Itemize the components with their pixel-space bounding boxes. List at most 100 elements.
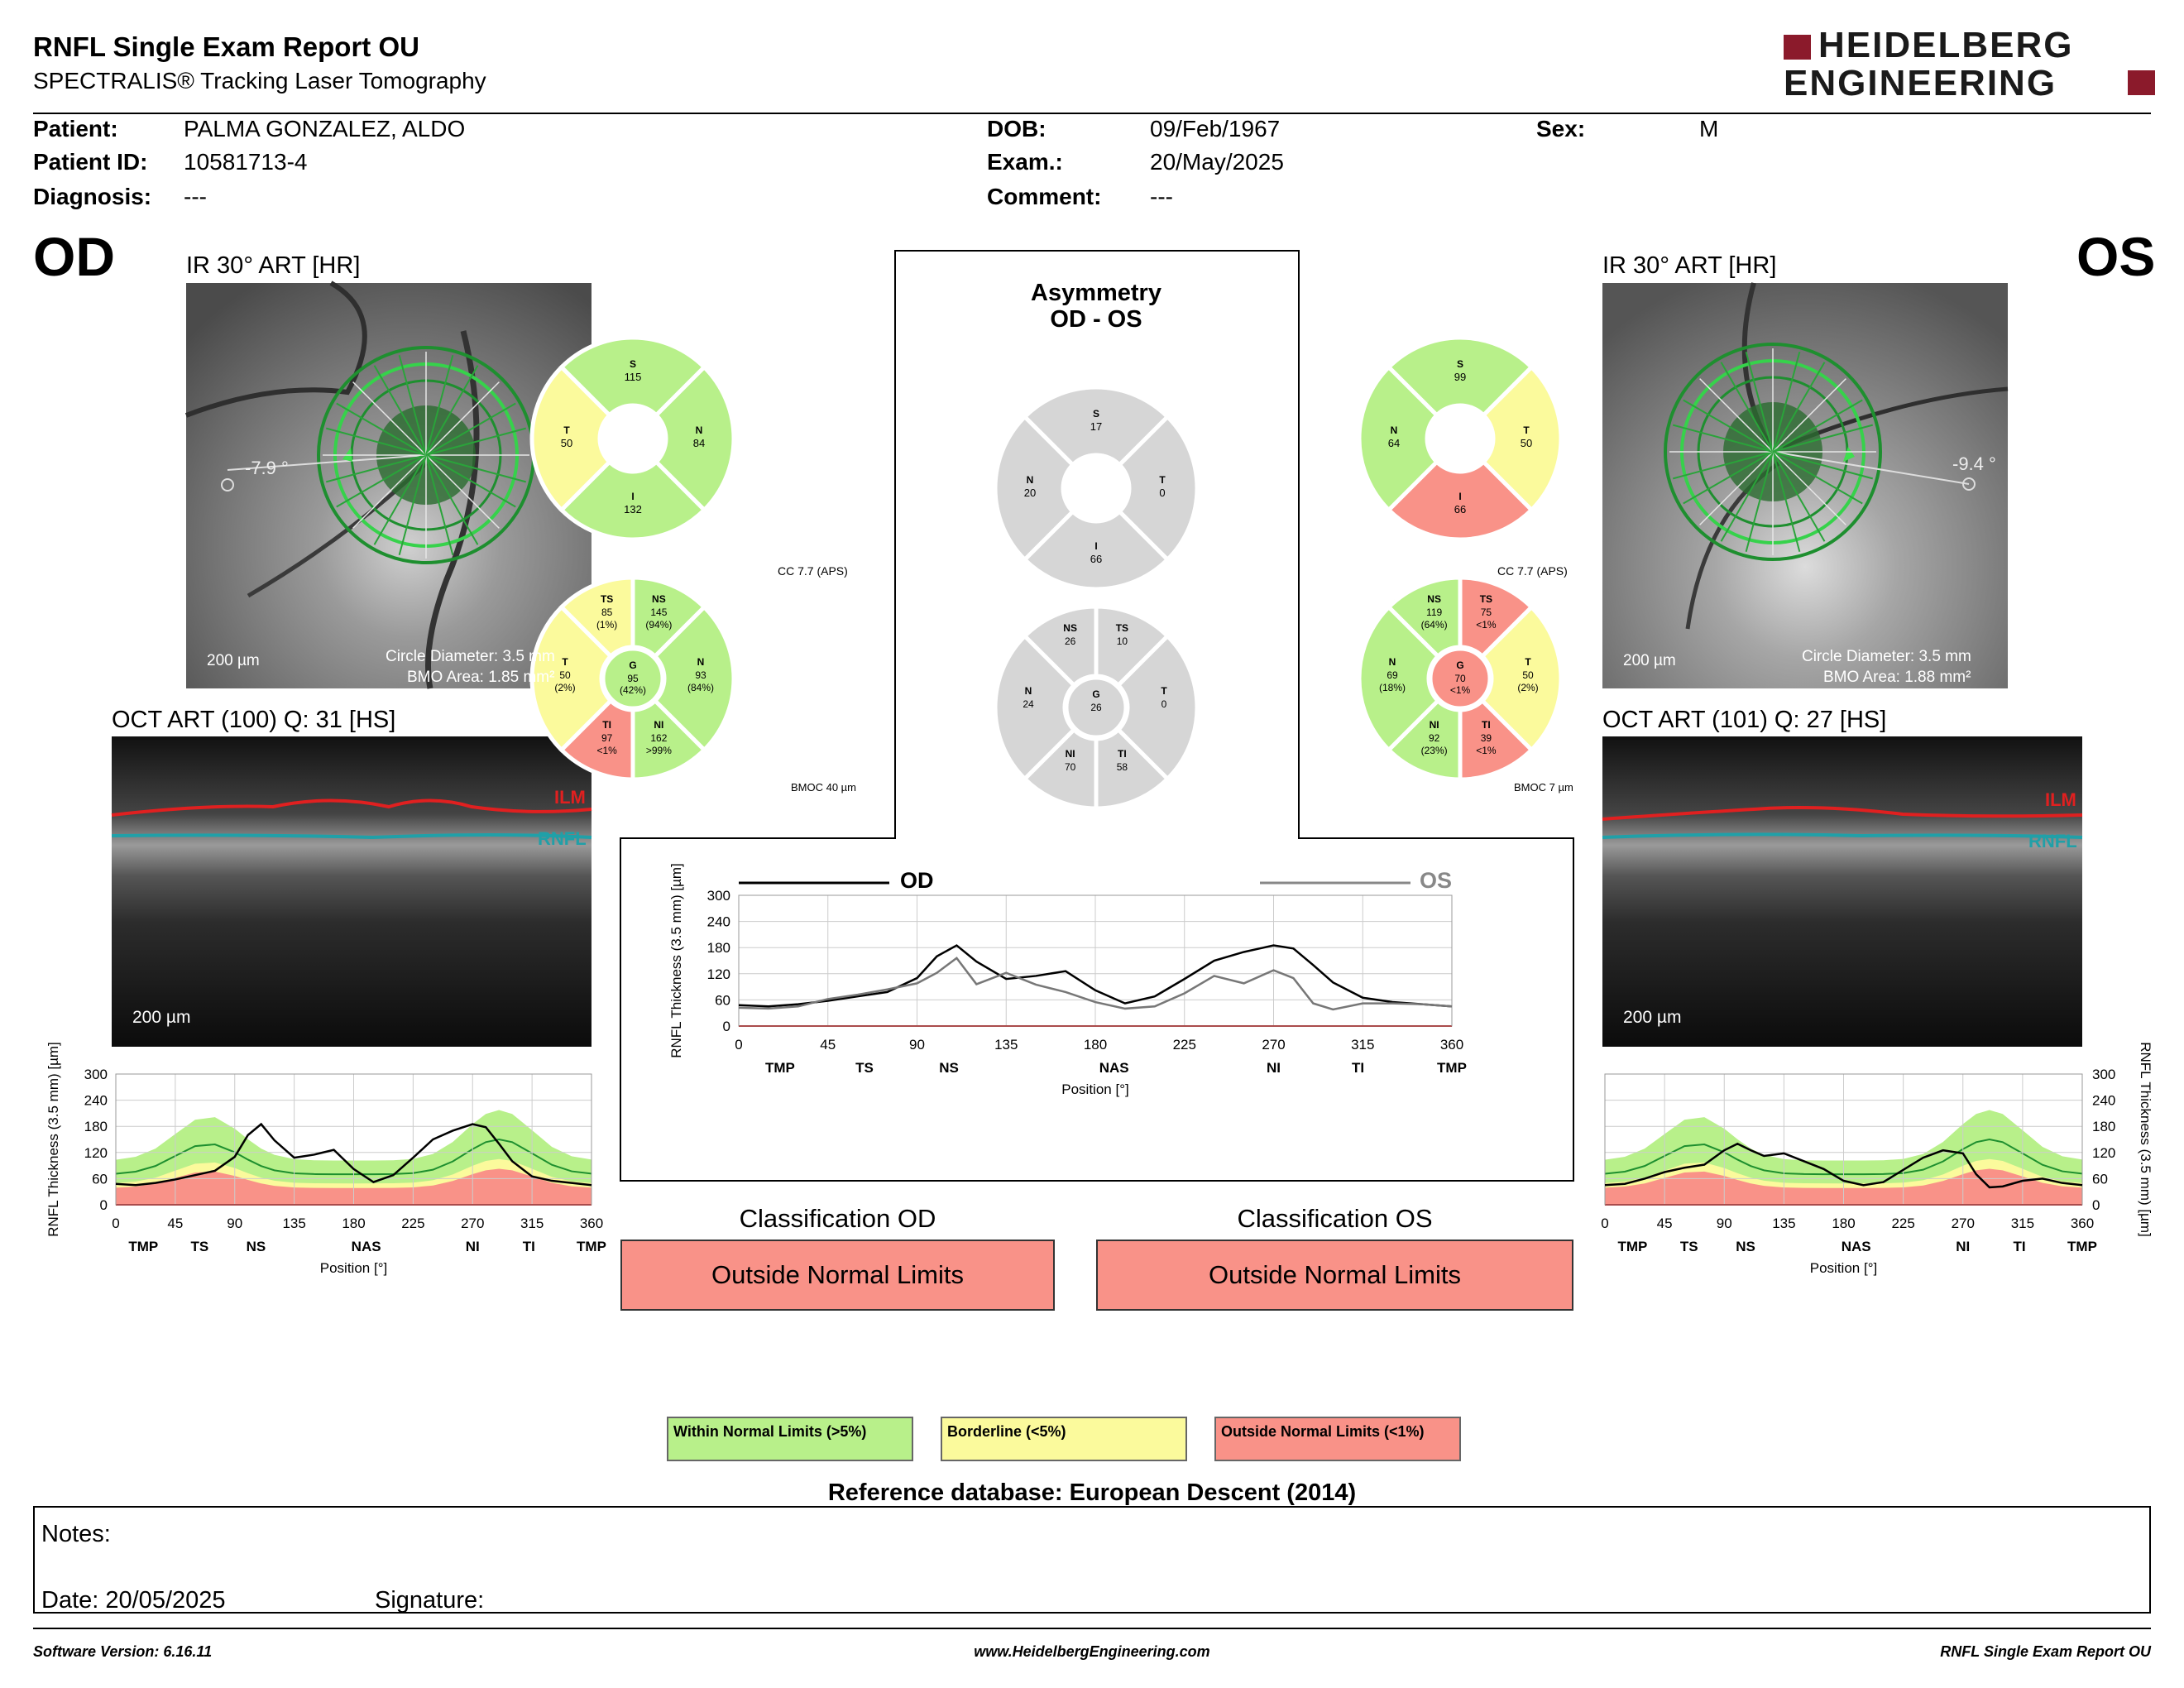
od-sector-label: TI xyxy=(602,719,611,731)
od-classification-box: Outside Normal Limits xyxy=(620,1240,1055,1311)
os-sector-value: (2%) xyxy=(1517,682,1538,693)
od-quadrant-value: 115 xyxy=(625,371,642,383)
os-classification-box: Outside Normal Limits xyxy=(1096,1240,1573,1311)
scan-spoke xyxy=(352,381,427,456)
sector-axis-label: TS xyxy=(191,1239,209,1254)
os-oct-scale: 200 µm xyxy=(1623,1008,1682,1027)
asym-quadrant-value: 20 xyxy=(1024,487,1036,499)
scan-spoke xyxy=(1772,451,1863,505)
scan-spoke xyxy=(1745,352,1774,453)
os-ilm-label: ILM xyxy=(2045,789,2076,810)
od-sector-label: N xyxy=(697,656,705,668)
y-tick-label: 0 xyxy=(2092,1197,2100,1213)
os-eye-label: OS xyxy=(2076,226,2156,287)
od-angle: -7.9 ° xyxy=(245,458,289,478)
sector-axis-label: TS xyxy=(1680,1239,1698,1254)
x-tick-label: 360 xyxy=(1440,1037,1463,1053)
dob-value: 09/Feb/1967 xyxy=(1150,116,1281,141)
y-tick-label: 0 xyxy=(723,1019,730,1034)
od-sector-label: TS xyxy=(601,593,613,605)
scan-spoke xyxy=(1683,399,1774,453)
scan-spoke xyxy=(1772,451,1801,552)
asym-sector-value: 10 xyxy=(1117,635,1128,647)
dob-label: DOB: xyxy=(987,116,1046,141)
os-sector-value: 50 xyxy=(1522,669,1534,681)
os-sector-value: 39 xyxy=(1481,732,1492,744)
os-sector-ring: NS119(64%)TS75<1%T50(2%)TI39<1%NI92(23%)… xyxy=(1357,575,1564,782)
y-tick-label: 120 xyxy=(707,966,730,982)
asym-sector-value: 58 xyxy=(1117,761,1128,773)
x-tick-label: 0 xyxy=(1601,1216,1608,1231)
website[interactable]: www.HeidelbergEngineering.com xyxy=(974,1643,1210,1660)
scan-spoke xyxy=(425,454,516,508)
sector-axis-label: NI xyxy=(466,1239,480,1254)
od-quadrant-label: N xyxy=(696,424,703,436)
exam-value: 20/May/2025 xyxy=(1150,149,1284,175)
y-tick-label: 60 xyxy=(2092,1171,2108,1187)
od-sector-label: NS xyxy=(652,593,666,605)
asym-sector-label: G xyxy=(1092,688,1099,700)
sector-axis-label: TMP xyxy=(1437,1060,1467,1076)
od-sector-value: (42%) xyxy=(620,684,646,696)
notes-box xyxy=(33,1506,2151,1614)
od-scan-spokes xyxy=(323,352,529,559)
sector-axis-label: TMP xyxy=(128,1239,158,1254)
scan-spoke xyxy=(1745,451,1774,552)
scan-spoke xyxy=(1772,424,1873,453)
x-tick-label: 315 xyxy=(2011,1216,2034,1231)
os-chart: 0 45 90 135 180 225 270 315 360 0 60 120 180 240 300 TM… xyxy=(1601,1042,2153,1276)
center-chart: 0 45 90 135 180 225 270 315 360 0 60 120 180 240 300 TM… xyxy=(668,863,1467,1097)
os-quadrant-label: N xyxy=(1391,424,1398,436)
os-sector-label: N xyxy=(1389,656,1396,668)
sector-axis-label: TMP xyxy=(765,1060,795,1076)
os-sector-value: 92 xyxy=(1429,732,1440,744)
os-sector-value: <1% xyxy=(1476,619,1497,631)
od-sector-value: 145 xyxy=(650,607,667,618)
asym-sector-value: 24 xyxy=(1023,698,1034,710)
sector-axis-label: NS xyxy=(247,1239,266,1254)
os-sector-value: 70 xyxy=(1454,673,1466,684)
x-tick-label: 270 xyxy=(1952,1216,1975,1231)
os-quadrant-value: 64 xyxy=(1388,437,1400,449)
od-eye-label: OD xyxy=(33,226,115,287)
scan-spoke xyxy=(326,427,427,456)
asym-quadrant-label: T xyxy=(1159,474,1166,486)
x-tick-label: 180 xyxy=(1084,1037,1107,1053)
od-sector-label: T xyxy=(562,656,568,668)
scan-spoke xyxy=(373,454,427,545)
scan-spoke xyxy=(425,381,500,456)
od-chart: 0 45 90 135 180 225 270 315 360 0 60 120 180 240 300 TM… xyxy=(46,1042,606,1276)
os-sector-label: TS xyxy=(1480,593,1492,605)
os-cc: CC 7.7 (APS) xyxy=(1497,564,1568,578)
asym-sector-value: 70 xyxy=(1065,761,1076,773)
center-series-os xyxy=(738,957,1453,1011)
od-sector-value: 85 xyxy=(601,607,613,618)
sector-axis-label: TI xyxy=(1352,1060,1364,1076)
center-legend-os: OS xyxy=(1420,868,1453,893)
od-oct-title: OCT ART (100) Q: 31 [HS] xyxy=(112,707,396,733)
asym-sector-value: 0 xyxy=(1161,698,1167,710)
od-cc: CC 7.7 (APS) xyxy=(778,564,848,578)
od-sector-value: (84%) xyxy=(687,682,714,693)
od-sector-label: G xyxy=(629,659,636,671)
od-sector-value: (94%) xyxy=(645,619,672,631)
x-tick-label: 135 xyxy=(282,1216,305,1231)
scan-spoke xyxy=(1772,451,1873,480)
os-ir-title: IR 30° ART [HR] xyxy=(1602,252,1777,279)
asym-sector-label: TS xyxy=(1116,622,1128,634)
os-sector-label: NS xyxy=(1427,593,1441,605)
od-bmoc: BMOC 40 µm xyxy=(791,781,857,794)
x-tick-label: 45 xyxy=(1657,1216,1673,1231)
os-sector-label: G xyxy=(1456,659,1463,671)
x-axis-title: Position [°] xyxy=(1810,1260,1877,1276)
scan-spoke xyxy=(1772,399,1863,453)
y-tick-label: 240 xyxy=(707,914,730,930)
x-tick-label: 180 xyxy=(342,1216,365,1231)
legend-within: Within Normal Limits (>5%) xyxy=(667,1417,913,1461)
plot-frame xyxy=(738,894,1453,1027)
y-tick-label: 0 xyxy=(100,1197,108,1213)
x-tick-label: 45 xyxy=(167,1216,183,1231)
os-sector-label: TI xyxy=(1482,719,1491,731)
